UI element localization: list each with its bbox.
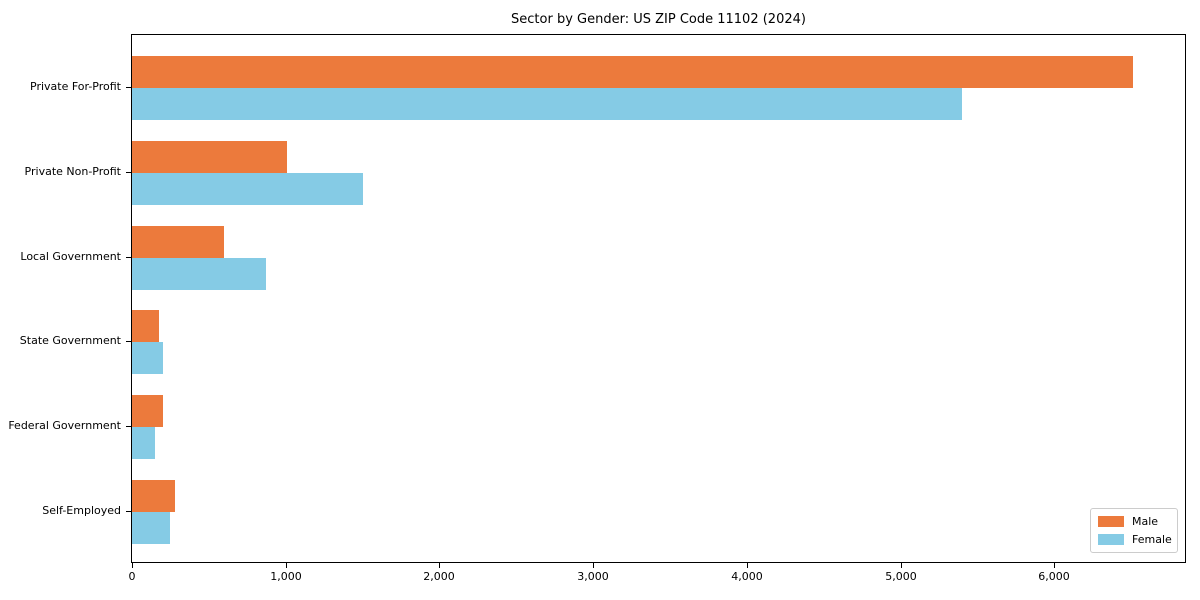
bar-female-private-non-profit	[132, 172, 363, 205]
female-series-swatch	[1098, 534, 1124, 545]
y-tick-label: Private For-Profit	[30, 80, 121, 93]
y-tick-mark	[126, 87, 131, 88]
bar-female-private-for-profit	[132, 88, 962, 120]
bar-female-self-employed	[132, 512, 170, 544]
y-tick-mark	[126, 171, 131, 173]
x-tick-mark	[132, 563, 133, 568]
bar-male-federal-government	[132, 395, 163, 428]
legend: Male Female	[1090, 508, 1178, 553]
legend-item-female: Female	[1098, 532, 1172, 547]
x-tick-mark	[593, 563, 594, 568]
y-tick-mark	[126, 426, 131, 428]
bar-male-self-employed	[132, 480, 175, 512]
x-tick-mark	[747, 563, 748, 568]
bar-female-federal-government	[132, 427, 155, 460]
y-tick-mark	[126, 341, 131, 343]
y-tick-label: Local Government	[20, 249, 121, 263]
y-tick-mark	[126, 256, 131, 258]
x-tick-mark	[286, 563, 287, 568]
x-tick-label: 4,000	[731, 570, 763, 583]
legend-item-male: Male	[1098, 515, 1170, 529]
bar-male-state-government	[132, 310, 159, 343]
x-tick-label: 0	[128, 570, 136, 583]
bar-male-private-non-profit	[132, 140, 287, 173]
x-tick-mark	[1054, 563, 1055, 568]
bar-female-local-government	[132, 257, 266, 290]
bar-male-local-government	[132, 225, 224, 258]
x-tick-mark	[439, 563, 440, 568]
bar-male-private-for-profit	[132, 56, 1133, 88]
y-tick-label: Private Non-Profit	[24, 164, 121, 178]
x-tick-label: 5,000	[885, 570, 917, 583]
legend-label-female: Female	[1132, 532, 1172, 546]
y-tick-label: State Government	[19, 334, 121, 348]
x-tick-label: 3,000	[577, 570, 609, 583]
male-series-swatch	[1098, 516, 1124, 527]
legend-label-male: Male	[1132, 514, 1159, 528]
x-tick-label: 6,000	[1038, 570, 1070, 583]
y-tick-label: Self-Employed	[42, 504, 121, 517]
y-tick-label: Federal Government	[8, 419, 121, 433]
y-tick-mark	[126, 511, 131, 512]
x-tick-label: 1,000	[270, 570, 302, 583]
bar-female-state-government	[132, 342, 163, 375]
plot-area	[131, 34, 1186, 563]
chart-title: Sector by Gender: US ZIP Code 11102 (202…	[511, 12, 806, 27]
x-tick-mark	[901, 563, 902, 568]
x-tick-label: 2,000	[423, 570, 455, 583]
